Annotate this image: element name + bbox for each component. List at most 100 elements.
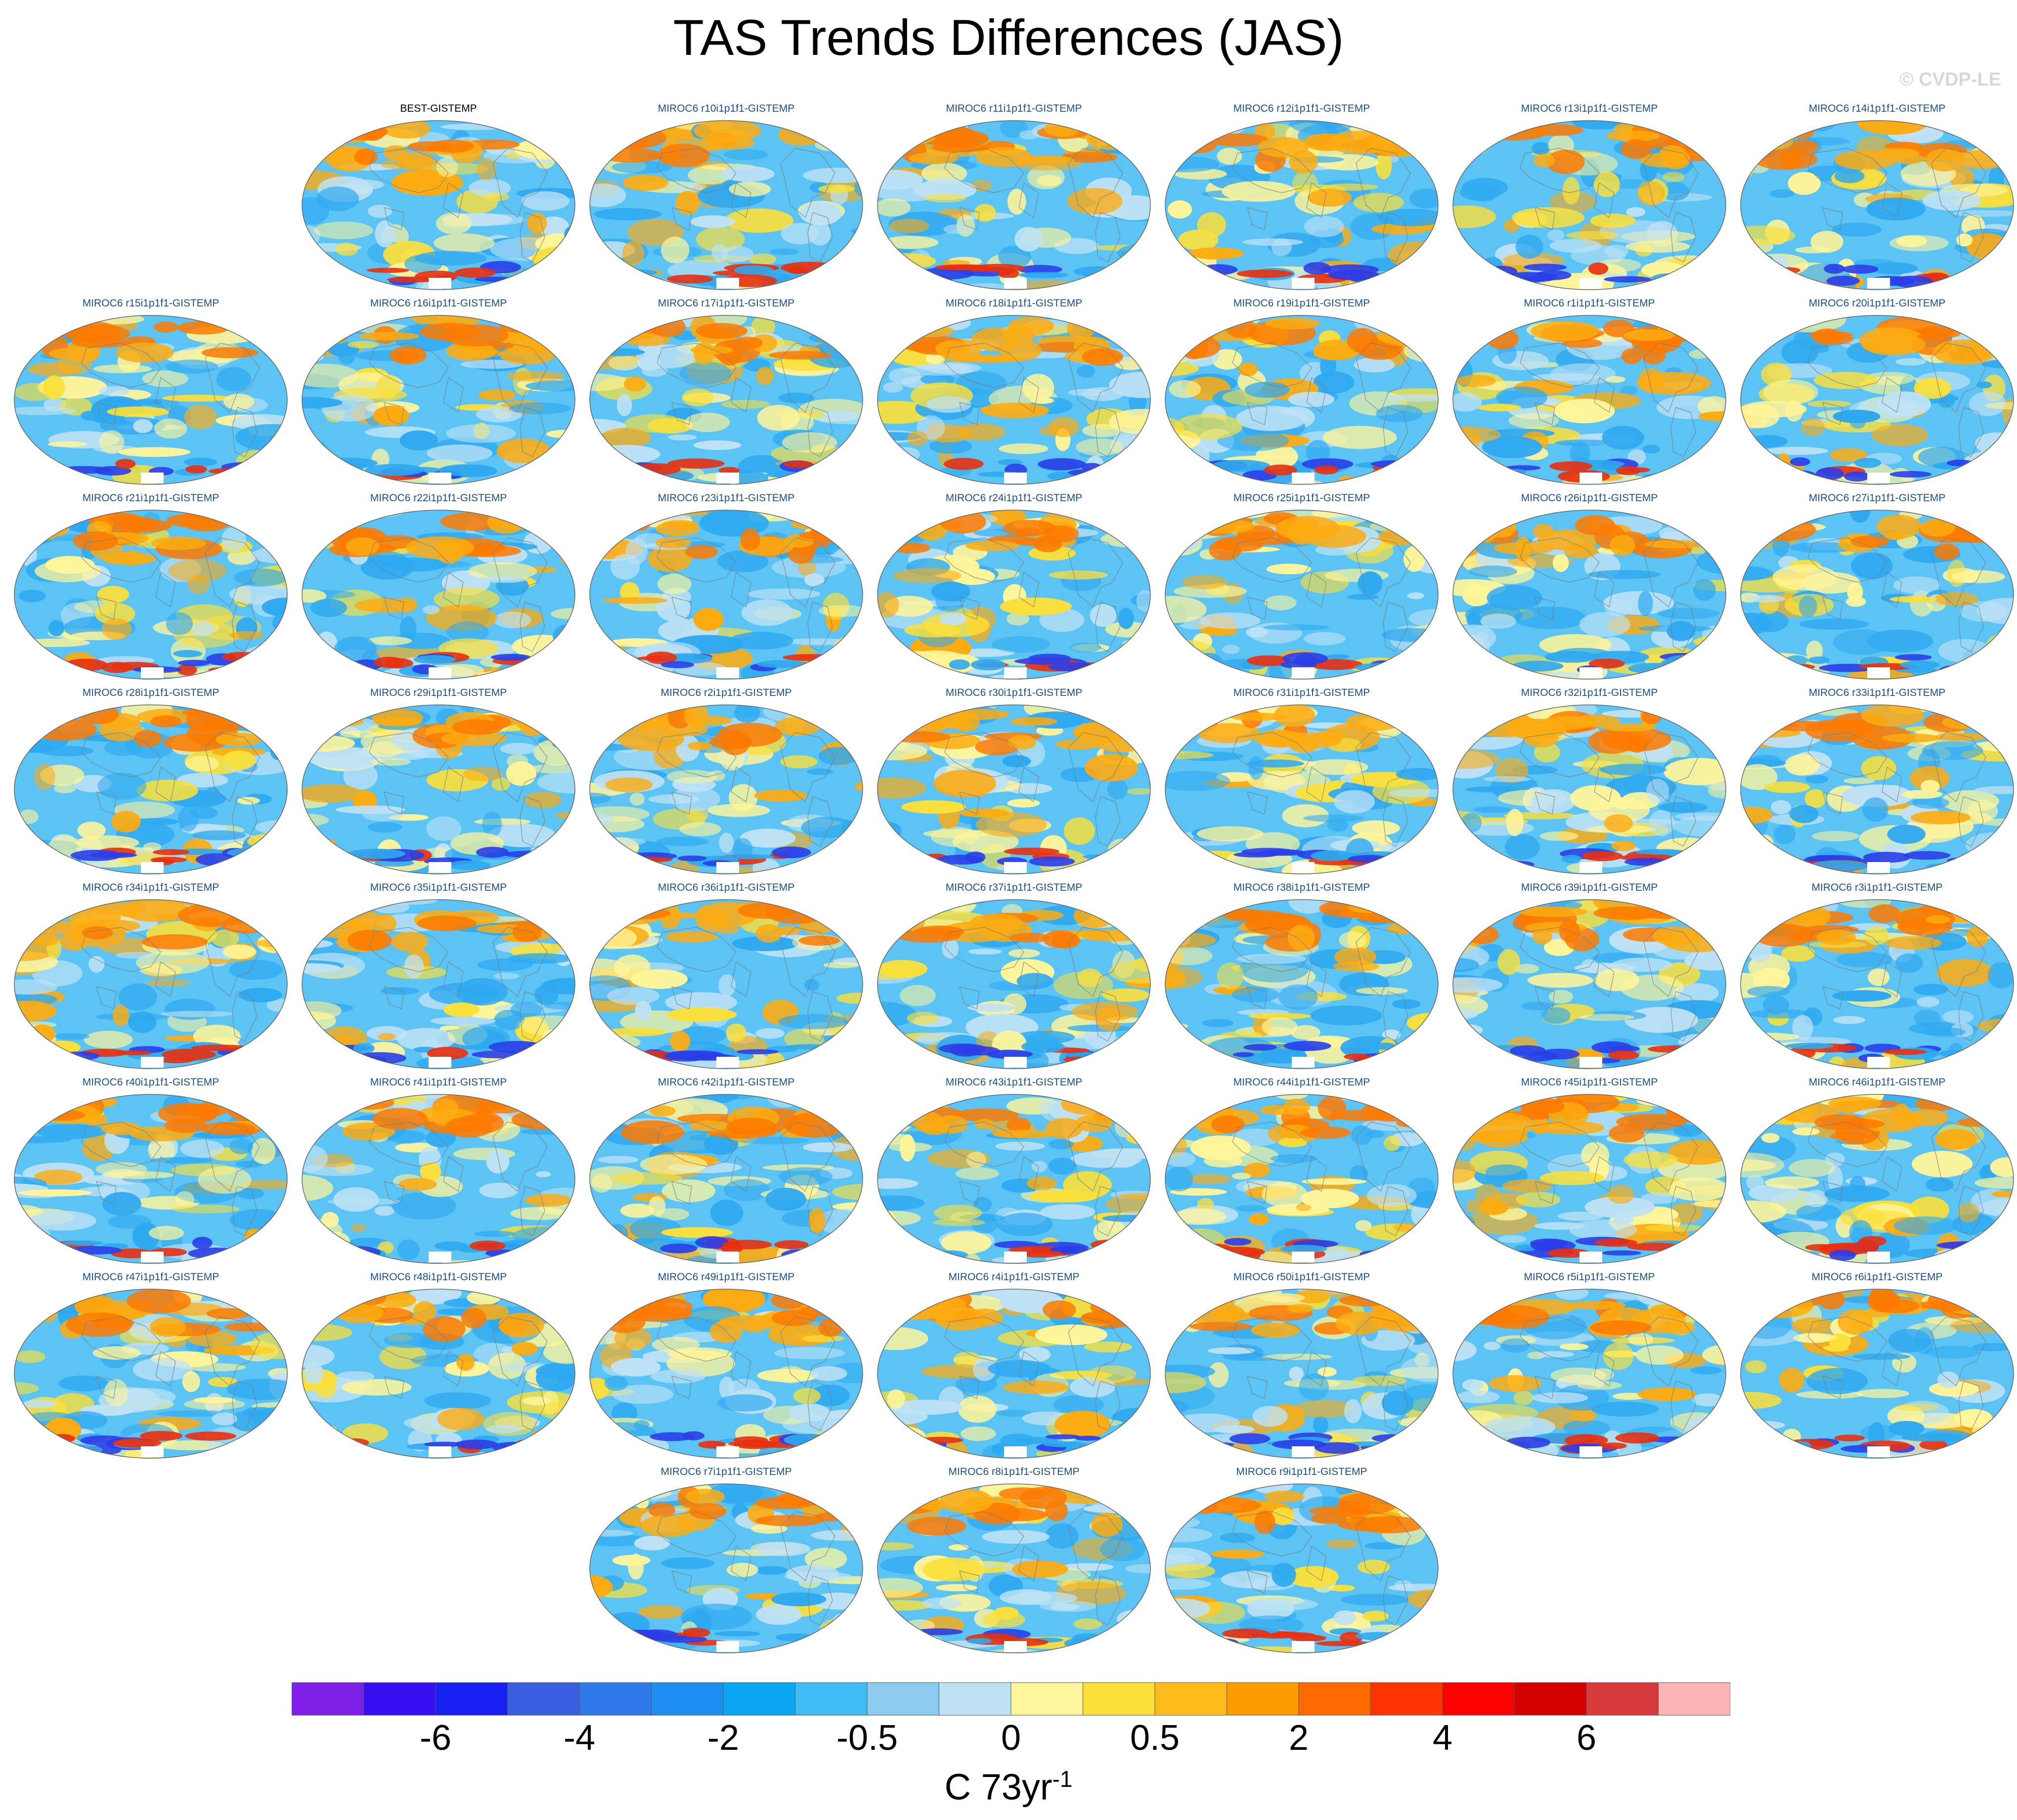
world-map: [1740, 510, 2014, 680]
panel-label: MIROC6 r10i1p1f1-GISTEMP: [658, 103, 795, 114]
panel-label: MIROC6 r13i1p1f1-GISTEMP: [1521, 103, 1658, 114]
world-map: [302, 1289, 575, 1459]
world-map: [1165, 1289, 1439, 1459]
panel-label: MIROC6 r22i1p1f1-GISTEMP: [370, 492, 507, 504]
world-map: [1740, 899, 2014, 1069]
colorbar-swatch: [867, 1682, 939, 1716]
panel-label: MIROC6 r31i1p1f1-GISTEMP: [1233, 687, 1370, 698]
map-panel: MIROC6 r13i1p1f1-GISTEMP: [1446, 103, 1733, 296]
panel-label: MIROC6 r26i1p1f1-GISTEMP: [1521, 492, 1658, 504]
map-panel: MIROC6 r10i1p1f1-GISTEMP: [583, 103, 870, 296]
map-panel: BEST-GISTEMP: [295, 103, 582, 296]
world-map: [302, 1094, 575, 1264]
colorbar-tick-label: 0.5: [1130, 1718, 1180, 1758]
panel-label: MIROC6 r5i1p1f1-GISTEMP: [1524, 1271, 1655, 1283]
map-panel: MIROC6 r6i1p1f1-GISTEMP: [1734, 1271, 2017, 1464]
world-map: [1452, 1094, 1726, 1264]
world-map: [14, 899, 288, 1069]
panel-label: MIROC6 r37i1p1f1-GISTEMP: [945, 882, 1083, 893]
map-panel: MIROC6 r12i1p1f1-GISTEMP: [1158, 103, 1445, 296]
map-panel: MIROC6 r49i1p1f1-GISTEMP: [583, 1271, 870, 1464]
map-panel: MIROC6 r17i1p1f1-GISTEMP: [583, 298, 870, 490]
map-panel: MIROC6 r33i1p1f1-GISTEMP: [1734, 687, 2017, 880]
map-panel: MIROC6 r16i1p1f1-GISTEMP: [295, 298, 582, 490]
panel-label: MIROC6 r2i1p1f1-GISTEMP: [660, 687, 792, 698]
world-map: [877, 1289, 1151, 1459]
map-panel: MIROC6 r22i1p1f1-GISTEMP: [295, 492, 582, 685]
panel-label: MIROC6 r41i1p1f1-GISTEMP: [370, 1077, 507, 1088]
panel-label: MIROC6 r11i1p1f1-GISTEMP: [946, 103, 1082, 114]
panel-label: MIROC6 r8i1p1f1-GISTEMP: [948, 1466, 1080, 1477]
panel-label: MIROC6 r18i1p1f1-GISTEMP: [945, 298, 1083, 309]
map-panel: MIROC6 r23i1p1f1-GISTEMP: [583, 492, 870, 685]
panel-label: MIROC6 r9i1p1f1-GISTEMP: [1236, 1466, 1367, 1477]
map-panel: MIROC6 r15i1p1f1-GISTEMP: [7, 298, 294, 490]
map-panel: MIROC6 r47i1p1f1-GISTEMP: [7, 1271, 294, 1464]
world-map: [589, 704, 863, 874]
map-panel: MIROC6 r19i1p1f1-GISTEMP: [1158, 298, 1445, 490]
colorbar-swatch: [1298, 1682, 1371, 1716]
panel-label: MIROC6 r45i1p1f1-GISTEMP: [1521, 1077, 1658, 1088]
map-panel: MIROC6 r14i1p1f1-GISTEMP: [1734, 103, 2017, 296]
world-map: [877, 899, 1151, 1069]
units-exponent: -1: [1052, 1766, 1073, 1792]
map-panel: MIROC6 r4i1p1f1-GISTEMP: [871, 1271, 1157, 1464]
world-map: [1165, 1094, 1439, 1264]
units-text: C 73yr: [944, 1766, 1052, 1808]
map-panel: MIROC6 r26i1p1f1-GISTEMP: [1446, 492, 1733, 685]
colorbar-tick-label: 0: [1001, 1718, 1021, 1758]
panel-label: MIROC6 r30i1p1f1-GISTEMP: [945, 687, 1083, 698]
colorbar-swatch: [1010, 1682, 1083, 1716]
map-panel: MIROC6 r7i1p1f1-GISTEMP: [583, 1466, 870, 1659]
panel-label: MIROC6 r42i1p1f1-GISTEMP: [658, 1077, 795, 1088]
map-panel: MIROC6 r34i1p1f1-GISTEMP: [7, 882, 294, 1075]
panel-label: MIROC6 r4i1p1f1-GISTEMP: [948, 1271, 1080, 1283]
panel-label: MIROC6 r19i1p1f1-GISTEMP: [1233, 298, 1370, 309]
map-panel: MIROC6 r41i1p1f1-GISTEMP: [295, 1077, 582, 1269]
colorbar-tick-label: 2: [1288, 1718, 1309, 1758]
colorbar-units: C 73yr-1: [0, 1766, 2017, 1808]
panel-label: MIROC6 r35i1p1f1-GISTEMP: [370, 882, 507, 893]
map-panel: MIROC6 r40i1p1f1-GISTEMP: [7, 1077, 294, 1269]
map-panel: MIROC6 r32i1p1f1-GISTEMP: [1446, 687, 1733, 880]
map-panel: MIROC6 r5i1p1f1-GISTEMP: [1446, 1271, 1733, 1464]
panel-label: MIROC6 r27i1p1f1-GISTEMP: [1808, 492, 1946, 504]
colorbar-swatch: [1154, 1682, 1227, 1716]
panel-label: MIROC6 r43i1p1f1-GISTEMP: [945, 1077, 1083, 1088]
colorbar-tick-labels: -6 -4 -2 -0.5 0 0.5 2 4 6: [0, 1718, 2017, 1762]
figure-title: TAS Trends Differences (JAS): [673, 9, 1344, 66]
world-map: [1452, 899, 1726, 1069]
map-panel: MIROC6 r1i1p1f1-GISTEMP: [1446, 298, 1733, 490]
map-panel: MIROC6 r44i1p1f1-GISTEMP: [1158, 1077, 1445, 1269]
colorbar-swatch: [435, 1682, 508, 1716]
world-map: [302, 120, 575, 290]
map-panel: MIROC6 r31i1p1f1-GISTEMP: [1158, 687, 1445, 880]
panel-label: MIROC6 r50i1p1f1-GISTEMP: [1233, 1271, 1370, 1283]
map-panel: MIROC6 r29i1p1f1-GISTEMP: [295, 687, 582, 880]
map-panel: MIROC6 r11i1p1f1-GISTEMP: [871, 103, 1157, 296]
world-map: [1165, 704, 1439, 874]
colorbar-tick-label: -4: [563, 1718, 596, 1758]
map-panel: MIROC6 r21i1p1f1-GISTEMP: [7, 492, 294, 685]
world-map: [302, 704, 575, 874]
map-panel: MIROC6 r27i1p1f1-GISTEMP: [1734, 492, 2017, 685]
world-map: [589, 315, 863, 485]
colorbar-swatch: [939, 1682, 1011, 1716]
colorbar-swatch: [292, 1682, 364, 1716]
map-panel: MIROC6 r30i1p1f1-GISTEMP: [871, 687, 1157, 880]
world-map: [1165, 899, 1439, 1069]
map-panel: MIROC6 r39i1p1f1-GISTEMP: [1446, 882, 1733, 1075]
panel-label: MIROC6 r20i1p1f1-GISTEMP: [1808, 298, 1946, 309]
world-map: [14, 1094, 288, 1264]
world-map: [877, 704, 1151, 874]
world-map: [589, 1483, 863, 1653]
world-map: [1452, 1289, 1726, 1459]
panel-label: MIROC6 r49i1p1f1-GISTEMP: [658, 1271, 795, 1283]
map-panel: MIROC6 r42i1p1f1-GISTEMP: [583, 1077, 870, 1269]
panel-label: MIROC6 r48i1p1f1-GISTEMP: [370, 1271, 507, 1283]
world-map: [589, 899, 863, 1069]
panel-label: BEST-GISTEMP: [400, 103, 477, 114]
panel-label: MIROC6 r32i1p1f1-GISTEMP: [1521, 687, 1658, 698]
world-map: [1740, 704, 2014, 874]
panel-label: MIROC6 r21i1p1f1-GISTEMP: [82, 492, 219, 504]
